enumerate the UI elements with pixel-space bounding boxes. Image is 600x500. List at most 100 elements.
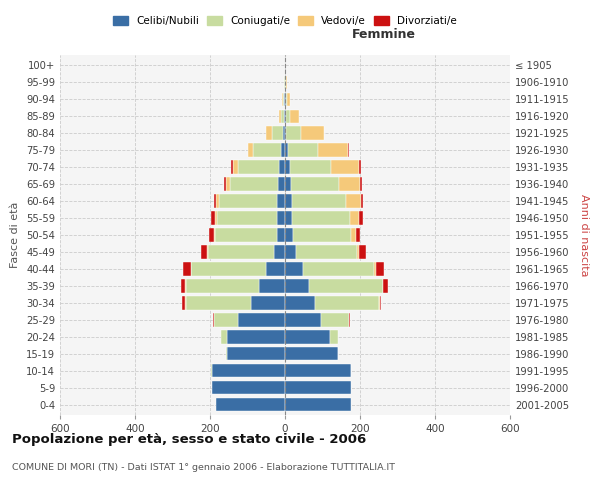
Bar xyxy=(283,92,284,106)
Bar xyxy=(330,330,337,344)
Bar xyxy=(358,246,359,258)
Bar xyxy=(226,178,229,190)
Bar xyxy=(283,126,285,140)
Bar xyxy=(356,228,361,241)
Bar xyxy=(248,144,253,156)
Bar xyxy=(230,160,233,173)
Bar xyxy=(285,398,350,411)
Bar xyxy=(379,296,380,310)
Bar xyxy=(213,314,214,326)
Bar xyxy=(185,296,251,310)
Bar xyxy=(227,347,285,360)
Bar xyxy=(224,178,226,190)
Bar xyxy=(266,262,285,276)
Bar xyxy=(277,228,285,241)
Bar xyxy=(226,347,227,360)
Bar xyxy=(277,194,285,207)
Bar xyxy=(285,246,296,258)
Bar xyxy=(211,364,212,378)
Bar xyxy=(214,194,215,207)
Bar xyxy=(200,246,208,258)
Bar xyxy=(229,178,278,190)
Bar xyxy=(290,160,331,173)
Bar xyxy=(215,228,277,241)
Bar xyxy=(285,330,330,344)
Bar xyxy=(285,160,290,173)
Bar xyxy=(285,381,350,394)
Text: Femmine: Femmine xyxy=(352,28,416,40)
Bar xyxy=(285,228,293,241)
Bar xyxy=(318,144,348,156)
Bar xyxy=(274,246,285,258)
Bar xyxy=(361,194,363,207)
Bar xyxy=(286,126,301,140)
Bar xyxy=(181,280,185,292)
Bar xyxy=(211,212,215,224)
Bar xyxy=(350,364,352,378)
Bar xyxy=(285,126,286,140)
Bar xyxy=(288,144,318,156)
Bar xyxy=(303,262,374,276)
Y-axis label: Anni di nascita: Anni di nascita xyxy=(579,194,589,276)
Bar xyxy=(217,212,277,224)
Bar xyxy=(209,228,214,241)
Bar xyxy=(310,280,383,292)
Bar xyxy=(284,110,285,123)
Bar xyxy=(185,280,259,292)
Bar xyxy=(212,364,285,378)
Bar xyxy=(233,160,238,173)
Bar xyxy=(350,212,359,224)
Bar xyxy=(285,280,310,292)
Bar xyxy=(281,110,284,123)
Text: Popolazione per età, sesso e stato civile - 2006: Popolazione per età, sesso e stato civil… xyxy=(12,432,366,446)
Bar xyxy=(315,296,379,310)
Y-axis label: Fasce di età: Fasce di età xyxy=(10,202,20,268)
Bar xyxy=(212,381,285,394)
Bar xyxy=(320,314,349,326)
Bar xyxy=(285,110,286,123)
Bar xyxy=(359,212,363,224)
Bar xyxy=(278,178,285,190)
Bar xyxy=(285,364,350,378)
Bar xyxy=(215,194,218,207)
Bar xyxy=(331,160,359,173)
Bar xyxy=(218,194,277,207)
Bar xyxy=(376,262,383,276)
Bar xyxy=(287,92,290,106)
Bar xyxy=(290,110,299,123)
Bar xyxy=(221,330,227,344)
Bar xyxy=(285,92,286,106)
Bar xyxy=(292,194,346,207)
Bar xyxy=(359,160,361,173)
Bar xyxy=(281,144,285,156)
Bar xyxy=(259,280,285,292)
Bar xyxy=(285,347,337,360)
Bar xyxy=(290,178,340,190)
Bar xyxy=(182,296,185,310)
Bar xyxy=(360,178,362,190)
Bar xyxy=(374,262,376,276)
Bar xyxy=(286,76,287,89)
Bar xyxy=(293,228,352,241)
Bar xyxy=(253,144,281,156)
Bar xyxy=(238,160,280,173)
Bar xyxy=(214,314,238,326)
Bar xyxy=(292,212,350,224)
Bar xyxy=(286,110,290,123)
Bar xyxy=(215,212,217,224)
Bar xyxy=(284,92,285,106)
Bar xyxy=(251,296,285,310)
Text: COMUNE DI MORI (TN) - Dati ISTAT 1° gennaio 2006 - Elaborazione TUTTITALIA.IT: COMUNE DI MORI (TN) - Dati ISTAT 1° genn… xyxy=(12,463,395,472)
Bar xyxy=(191,262,266,276)
Bar xyxy=(337,347,338,360)
Bar xyxy=(238,314,285,326)
Bar xyxy=(348,144,349,156)
Bar xyxy=(340,178,360,190)
Bar xyxy=(266,126,272,140)
Bar xyxy=(352,228,356,241)
Bar xyxy=(285,194,292,207)
Bar xyxy=(280,160,285,173)
Bar xyxy=(285,212,292,224)
Bar xyxy=(301,126,323,140)
Bar xyxy=(285,314,320,326)
